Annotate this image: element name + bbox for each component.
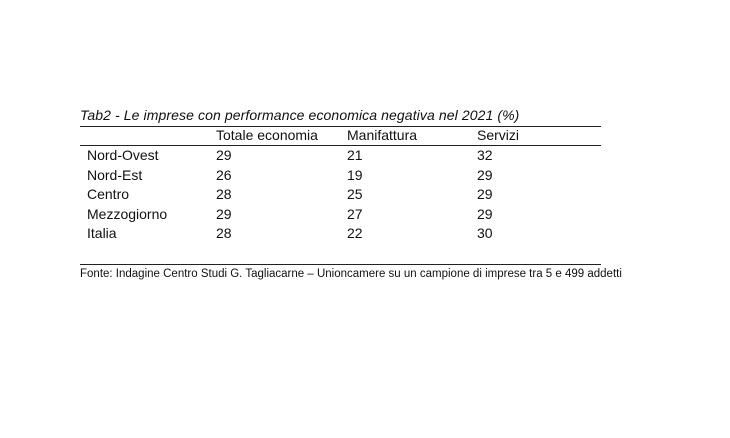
column-header-servizi: Servizi	[477, 127, 520, 143]
table-header-rule	[80, 145, 601, 146]
cell-manifattura: 22	[347, 225, 363, 242]
cell-totale-economia: 26	[216, 166, 232, 183]
cell-servizi: 32	[477, 147, 493, 163]
column-header-manifattura: Manifattura	[347, 127, 418, 143]
cell-totale-economia: 29	[216, 147, 232, 163]
cell-servizi: 29	[477, 205, 493, 222]
cell-manifattura: 25	[347, 186, 363, 203]
cell-totale-economia: 28	[216, 225, 232, 242]
row-label: Italia	[87, 225, 117, 242]
cell-totale-economia: 28	[216, 186, 232, 203]
row-label: Nord-Est	[87, 166, 143, 183]
cell-manifattura: 19	[347, 166, 363, 183]
table-bottom-rule	[80, 264, 601, 265]
row-label: Centro	[87, 186, 130, 203]
cell-servizi: 30	[477, 225, 493, 242]
column-header-totale-economia: Totale economia	[216, 127, 318, 143]
table-top-rule	[80, 126, 601, 127]
cell-servizi: 29	[477, 166, 493, 183]
row-label: Nord-Ovest	[87, 147, 159, 163]
cell-manifattura: 21	[347, 147, 363, 163]
row-label: Mezzogiorno	[87, 205, 168, 222]
cell-servizi: 29	[477, 186, 493, 203]
source-note: Fonte: Indagine Centro Studi G. Tagliaca…	[80, 268, 622, 280]
cell-totale-economia: 29	[216, 205, 232, 222]
cell-manifattura: 27	[347, 205, 363, 222]
table-caption: Tab2 - Le imprese con performance econom…	[80, 107, 520, 123]
